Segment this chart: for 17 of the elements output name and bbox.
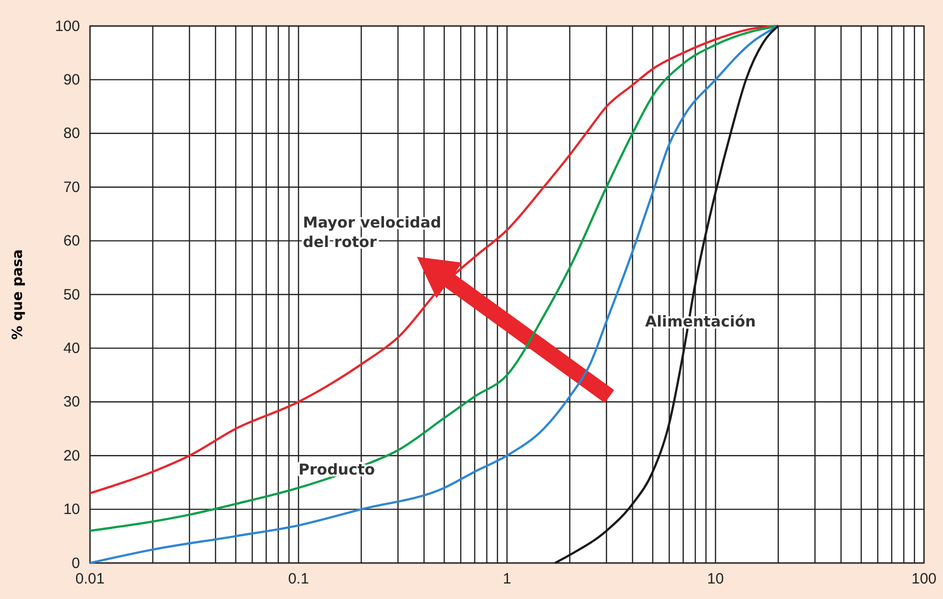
x-tick-label: 1: [502, 570, 512, 588]
y-tick-label: 60: [63, 232, 80, 250]
y-tick-label: 10: [63, 501, 80, 518]
y-tick-label: 90: [63, 72, 80, 88]
y-tick-label: 80: [63, 125, 80, 142]
y-tick-label: 50: [63, 286, 80, 304]
y-tick-label: 100: [54, 18, 80, 35]
x-tick-label: 10: [707, 570, 724, 588]
x-tick-label: 0.1: [288, 570, 309, 588]
y-tick-label: 70: [63, 178, 80, 196]
y-tick-label: 0: [72, 554, 80, 572]
x-tick-label: 0.01: [75, 570, 105, 588]
x-tick-label: 100: [911, 570, 937, 588]
y-axis-title: % que pasa: [10, 249, 26, 340]
y-tick-label: 40: [63, 340, 80, 357]
y-tick-label: 20: [63, 447, 80, 464]
y-tick-label: 30: [63, 394, 80, 411]
